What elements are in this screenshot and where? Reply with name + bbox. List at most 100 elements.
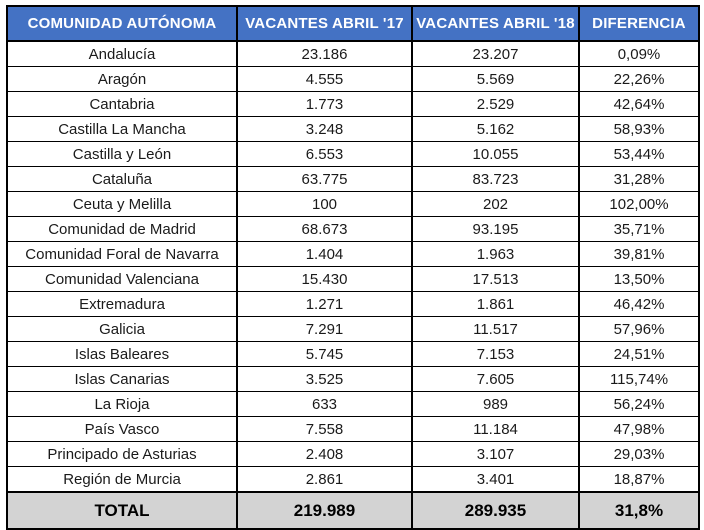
table-row: Comunidad Valenciana 15.430 17.513 13,50% [6,266,700,292]
region-cell: Principado de Asturias [6,441,238,467]
column-header-vacantes-abril-17: VACANTES ABRIL '17 [236,5,413,42]
total-vacantes-17-cell: 219.989 [236,491,413,530]
vacancies-table-container: COMUNIDAD AUTÓNOMA VACANTES ABRIL '17 VA… [6,5,700,530]
table-row: País Vasco 7.558 11.184 47,98% [6,416,700,442]
region-cell: Cataluña [6,166,238,192]
vacantes-17-cell: 3.248 [236,116,413,142]
table-footer: TOTAL 219.989 289.935 31,8% [6,491,700,530]
table-header: COMUNIDAD AUTÓNOMA VACANTES ABRIL '17 VA… [6,5,700,42]
diferencia-cell: 31,28% [578,166,700,192]
vacantes-17-cell: 5.745 [236,341,413,367]
diferencia-cell: 57,96% [578,316,700,342]
diferencia-cell: 18,87% [578,466,700,493]
diferencia-cell: 56,24% [578,391,700,417]
vacantes-18-cell: 23.207 [411,40,580,67]
region-cell: Islas Canarias [6,366,238,392]
vacantes-18-cell: 989 [411,391,580,417]
region-cell: La Rioja [6,391,238,417]
region-cell: Comunidad Foral de Navarra [6,241,238,267]
vacantes-18-cell: 3.107 [411,441,580,467]
diferencia-cell: 115,74% [578,366,700,392]
table-row: Islas Canarias 3.525 7.605 115,74% [6,366,700,392]
diferencia-cell: 35,71% [578,216,700,242]
region-cell: Castilla La Mancha [6,116,238,142]
vacancies-by-region-table: COMUNIDAD AUTÓNOMA VACANTES ABRIL '17 VA… [6,5,700,530]
region-cell: Extremadura [6,291,238,317]
vacantes-18-cell: 5.569 [411,66,580,92]
vacantes-17-cell: 1.773 [236,91,413,117]
vacantes-18-cell: 7.605 [411,366,580,392]
table-row: Cataluña 63.775 83.723 31,28% [6,166,700,192]
diferencia-cell: 13,50% [578,266,700,292]
vacantes-18-cell: 10.055 [411,141,580,167]
vacantes-17-cell: 15.430 [236,266,413,292]
vacantes-17-cell: 4.555 [236,66,413,92]
total-diferencia-cell: 31,8% [578,491,700,530]
vacantes-17-cell: 3.525 [236,366,413,392]
vacantes-18-cell: 83.723 [411,166,580,192]
vacantes-18-cell: 11.184 [411,416,580,442]
vacantes-17-cell: 1.404 [236,241,413,267]
vacantes-17-cell: 2.861 [236,466,413,493]
column-header-comunidad-autonoma: COMUNIDAD AUTÓNOMA [6,5,238,42]
vacantes-18-cell: 7.153 [411,341,580,367]
table-body: Andalucía 23.186 23.207 0,09% Aragón 4.555 5.5… [6,40,700,493]
table-row: Aragón 4.555 5.569 22,26% [6,66,700,92]
vacantes-17-cell: 68.673 [236,216,413,242]
header-row: COMUNIDAD AUTÓNOMA VACANTES ABRIL '17 VA… [6,5,700,42]
vacantes-18-cell: 17.513 [411,266,580,292]
vacantes-18-cell: 202 [411,191,580,217]
region-cell: País Vasco [6,416,238,442]
total-label-cell: TOTAL [6,491,238,530]
region-cell: Andalucía [6,40,238,67]
vacantes-17-cell: 633 [236,391,413,417]
table-row: Comunidad Foral de Navarra 1.404 1.963 39,8… [6,241,700,267]
vacantes-17-cell: 7.558 [236,416,413,442]
table-row: Andalucía 23.186 23.207 0,09% [6,40,700,67]
diferencia-cell: 102,00% [578,191,700,217]
region-cell: Aragón [6,66,238,92]
vacantes-17-cell: 7.291 [236,316,413,342]
vacantes-17-cell: 1.271 [236,291,413,317]
total-row: TOTAL 219.989 289.935 31,8% [6,491,700,530]
region-cell: Ceuta y Melilla [6,191,238,217]
diferencia-cell: 39,81% [578,241,700,267]
vacantes-18-cell: 3.401 [411,466,580,493]
vacantes-18-cell: 1.963 [411,241,580,267]
vacantes-18-cell: 1.861 [411,291,580,317]
total-vacantes-18-cell: 289.935 [411,491,580,530]
diferencia-cell: 58,93% [578,116,700,142]
table-row: La Rioja 633 989 56,24% [6,391,700,417]
region-cell: Región de Murcia [6,466,238,493]
region-cell: Islas Baleares [6,341,238,367]
region-cell: Comunidad Valenciana [6,266,238,292]
table-row: Castilla y León 6.553 10.055 53,44% [6,141,700,167]
table-row: Comunidad de Madrid 68.673 93.195 35,71% [6,216,700,242]
table-row: Islas Baleares 5.745 7.153 24,51% [6,341,700,367]
table-row: Ceuta y Melilla 100 202 102,00% [6,191,700,217]
vacantes-17-cell: 6.553 [236,141,413,167]
table-row: Extremadura 1.271 1.861 46,42% [6,291,700,317]
diferencia-cell: 47,98% [578,416,700,442]
region-cell: Comunidad de Madrid [6,216,238,242]
table-row: Región de Murcia 2.861 3.401 18,87% [6,466,700,493]
vacantes-18-cell: 11.517 [411,316,580,342]
vacantes-18-cell: 93.195 [411,216,580,242]
vacantes-17-cell: 23.186 [236,40,413,67]
region-cell: Castilla y León [6,141,238,167]
diferencia-cell: 22,26% [578,66,700,92]
column-header-vacantes-abril-18: VACANTES ABRIL '18 [411,5,580,42]
table-row: Castilla La Mancha 3.248 5.162 58,93% [6,116,700,142]
diferencia-cell: 46,42% [578,291,700,317]
vacantes-17-cell: 2.408 [236,441,413,467]
vacantes-17-cell: 100 [236,191,413,217]
region-cell: Cantabria [6,91,238,117]
vacantes-18-cell: 2.529 [411,91,580,117]
diferencia-cell: 0,09% [578,40,700,67]
table-row: Principado de Asturias 2.408 3.107 29,03% [6,441,700,467]
column-header-diferencia: DIFERENCIA [578,5,700,42]
diferencia-cell: 42,64% [578,91,700,117]
diferencia-cell: 53,44% [578,141,700,167]
vacantes-17-cell: 63.775 [236,166,413,192]
table-row: Cantabria 1.773 2.529 42,64% [6,91,700,117]
